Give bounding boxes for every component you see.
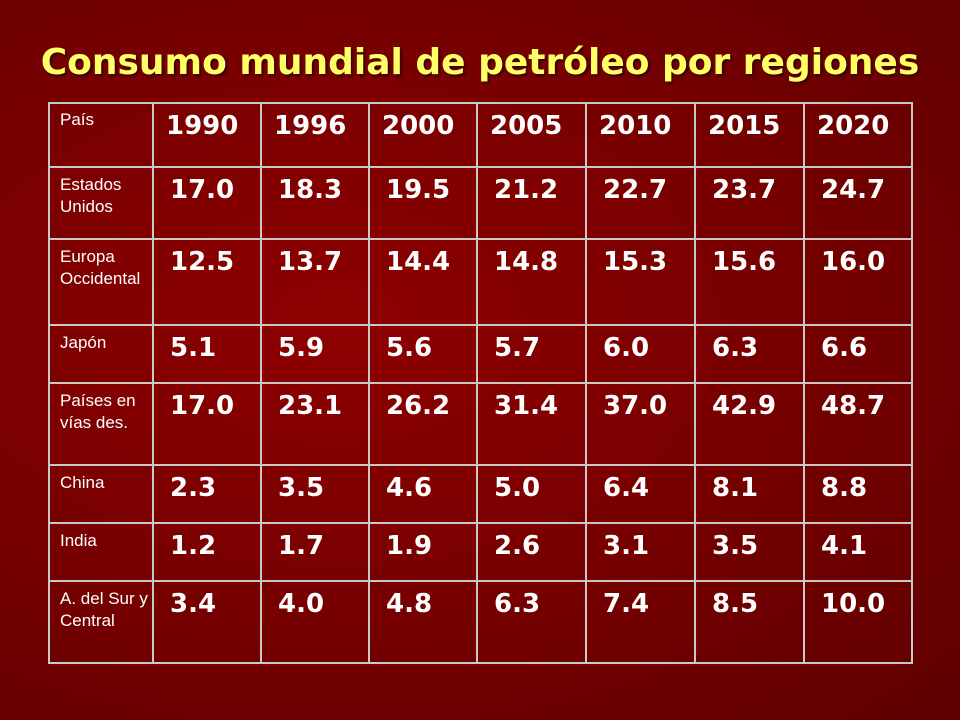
table-cell: 6.3 — [694, 324, 805, 384]
header-year: 2015 — [694, 102, 805, 168]
table-cell: 26.2 — [368, 382, 478, 466]
header-year: 2010 — [585, 102, 696, 168]
table-cell: 5.1 — [152, 324, 262, 384]
table-row: Países en vías des. 17.0 23.1 26.2 31.4 37.0 4… — [48, 382, 913, 466]
table-cell: 14.8 — [476, 238, 587, 326]
table-cell: 31.4 — [476, 382, 587, 466]
table-cell: 19.5 — [368, 166, 478, 240]
slide-title: Consumo mundial de petróleo por regiones — [40, 42, 920, 83]
table-cell: 21.2 — [476, 166, 587, 240]
row-label: Europa Occidental — [48, 238, 154, 326]
row-label: India — [48, 522, 154, 582]
header-country: País — [48, 102, 154, 168]
table-row: Europa Occidental 12.5 13.7 14.4 14.8 15.3 15.… — [48, 238, 913, 326]
header-year: 2005 — [476, 102, 587, 168]
row-label: China — [48, 464, 154, 524]
header-year: 2000 — [368, 102, 478, 168]
table-cell: 4.0 — [260, 580, 370, 664]
table-cell: 13.7 — [260, 238, 370, 326]
table-cell: 3.4 — [152, 580, 262, 664]
table-cell: 5.7 — [476, 324, 587, 384]
table-cell: 3.1 — [585, 522, 696, 582]
table-cell: 1.7 — [260, 522, 370, 582]
table-cell: 3.5 — [694, 522, 805, 582]
table-cell: 4.1 — [803, 522, 913, 582]
table-cell: 7.4 — [585, 580, 696, 664]
row-label: A. del Sur y Central — [48, 580, 154, 664]
table-cell: 16.0 — [803, 238, 913, 326]
table-cell: 24.7 — [803, 166, 913, 240]
table-cell: 14.4 — [368, 238, 478, 326]
row-label: Estados Unidos — [48, 166, 154, 240]
table-cell: 18.3 — [260, 166, 370, 240]
table-row: China 2.3 3.5 4.6 5.0 6.4 8.1 8.8 — [48, 464, 913, 524]
header-year: 1996 — [260, 102, 370, 168]
table-cell: 8.5 — [694, 580, 805, 664]
table-cell: 17.0 — [152, 166, 262, 240]
table-cell: 42.9 — [694, 382, 805, 466]
table-cell: 1.2 — [152, 522, 262, 582]
table-cell: 8.8 — [803, 464, 913, 524]
table-cell: 22.7 — [585, 166, 696, 240]
table-cell: 15.6 — [694, 238, 805, 326]
header-row: País 1990 1996 2000 2005 2010 2015 2020 — [48, 102, 913, 168]
table-cell: 37.0 — [585, 382, 696, 466]
table-cell: 4.6 — [368, 464, 478, 524]
table-row: India 1.2 1.7 1.9 2.6 3.1 3.5 4.1 — [48, 522, 913, 582]
table-cell: 6.4 — [585, 464, 696, 524]
table-cell: 23.7 — [694, 166, 805, 240]
table-cell: 6.3 — [476, 580, 587, 664]
table-cell: 12.5 — [152, 238, 262, 326]
table-cell: 3.5 — [260, 464, 370, 524]
table-cell: 4.8 — [368, 580, 478, 664]
table-cell: 5.6 — [368, 324, 478, 384]
table-cell: 15.3 — [585, 238, 696, 326]
table-cell: 10.0 — [803, 580, 913, 664]
table-cell: 8.1 — [694, 464, 805, 524]
table-cell: 2.3 — [152, 464, 262, 524]
table-row: A. del Sur y Central 3.4 4.0 4.8 6.3 7.4 8.5 10… — [48, 580, 913, 664]
table-cell: 6.6 — [803, 324, 913, 384]
header-year: 2020 — [803, 102, 913, 168]
table-cell: 48.7 — [803, 382, 913, 466]
table-row: Japón 5.1 5.9 5.6 5.7 6.0 6.3 6.6 — [48, 324, 913, 384]
oil-consumption-table: País 1990 1996 2000 2005 2010 2015 2020 Estado… — [48, 102, 913, 664]
table-cell: 5.9 — [260, 324, 370, 384]
table-cell: 23.1 — [260, 382, 370, 466]
table-cell: 5.0 — [476, 464, 587, 524]
row-label: Países en vías des. — [48, 382, 154, 466]
table-cell: 1.9 — [368, 522, 478, 582]
table-cell: 17.0 — [152, 382, 262, 466]
row-label: Japón — [48, 324, 154, 384]
table-cell: 6.0 — [585, 324, 696, 384]
table-cell: 2.6 — [476, 522, 587, 582]
header-year: 1990 — [152, 102, 262, 168]
table-row: Estados Unidos 17.0 18.3 19.5 21.2 22.7 23.7 24… — [48, 166, 913, 240]
